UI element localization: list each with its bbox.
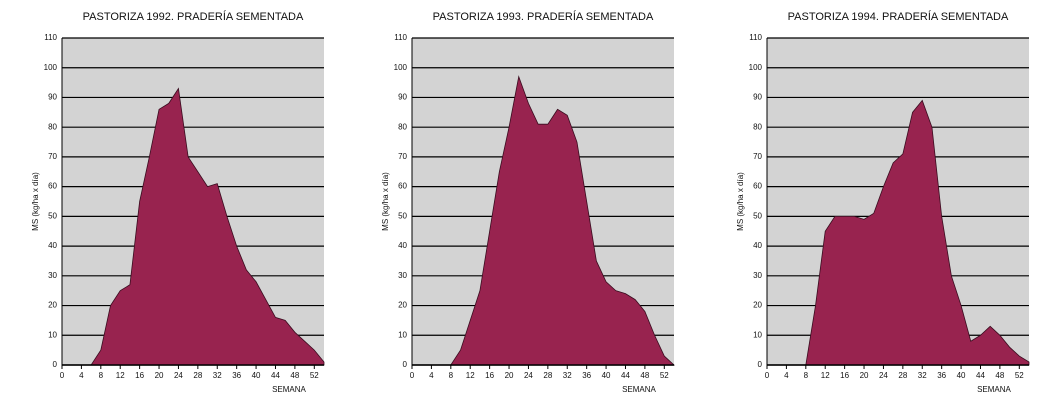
y-tick-label: 60	[753, 182, 762, 191]
y-tick-label: 30	[48, 271, 57, 280]
y-tick-label: 90	[398, 93, 407, 102]
x-tick-label: 44	[976, 371, 985, 380]
y-tick-label: 40	[398, 241, 407, 250]
x-tick-label: 20	[860, 371, 869, 380]
x-tick-label: 40	[252, 371, 261, 380]
x-axis-label: SEMANA	[622, 385, 656, 394]
x-tick-label: 12	[821, 371, 830, 380]
x-tick-label: 48	[290, 371, 299, 380]
x-tick-label: 16	[485, 371, 494, 380]
y-tick-label: 20	[398, 301, 407, 310]
x-tick-label: 32	[213, 371, 222, 380]
x-tick-label: 52	[1015, 371, 1024, 380]
chart-title: PASTORIZA 1992. PRADERÍA SEMENTADA	[83, 10, 304, 23]
y-tick-label: 20	[48, 301, 57, 310]
y-tick-label: 70	[48, 152, 57, 161]
x-tick-label: 24	[879, 371, 888, 380]
x-tick-label: 28	[193, 371, 202, 380]
y-tick-label: 20	[753, 301, 762, 310]
x-tick-label: 36	[232, 371, 241, 380]
y-axis-label: MS (kg/ha x día)	[736, 172, 745, 231]
area	[412, 75, 676, 366]
y-tick-label: 80	[48, 122, 57, 131]
x-tick-label: 44	[621, 371, 630, 380]
x-tick-label: 52	[310, 371, 319, 380]
x-tick-label: 8	[99, 371, 104, 380]
x-tick-label: 20	[155, 371, 164, 380]
x-tick-label: 0	[765, 371, 770, 380]
y-tick-label: 0	[53, 360, 58, 369]
y-tick-label: 110	[749, 33, 762, 42]
y-axis-label: MS (kg/ha x día)	[381, 172, 390, 231]
x-tick-label: 24	[174, 371, 183, 380]
x-tick-label: 48	[995, 371, 1004, 380]
x-tick-label: 16	[135, 371, 144, 380]
y-axis-label: MS (kg/ha x día)	[31, 172, 40, 231]
y-tick-label: 110	[394, 33, 407, 42]
x-tick-label: 44	[271, 371, 280, 380]
x-tick-label: 48	[640, 371, 649, 380]
y-tick-label: 0	[758, 360, 763, 369]
y-tick-label: 70	[753, 152, 762, 161]
x-tick-label: 36	[582, 371, 591, 380]
y-tick-label: 40	[48, 241, 57, 250]
x-tick-label: 40	[602, 371, 611, 380]
x-tick-label: 28	[543, 371, 552, 380]
y-tick-label: 100	[44, 63, 58, 72]
y-tick-label: 110	[44, 33, 57, 42]
x-tick-label: 4	[784, 371, 789, 380]
y-tick-label: 100	[749, 63, 763, 72]
x-tick-label: 40	[957, 371, 966, 380]
y-tick-label: 70	[398, 152, 407, 161]
x-tick-label: 8	[804, 371, 809, 380]
y-tick-label: 80	[753, 122, 762, 131]
y-tick-label: 10	[48, 330, 57, 339]
y-tick-label: 50	[48, 211, 57, 220]
y-tick-label: 30	[753, 271, 762, 280]
y-tick-label: 10	[398, 330, 407, 339]
chart-title: PASTORIZA 1993. PRADERÍA SEMENTADA	[433, 10, 654, 23]
y-tick-label: 90	[753, 93, 762, 102]
x-tick-label: 12	[116, 371, 125, 380]
x-tick-label: 36	[937, 371, 946, 380]
y-tick-label: 60	[398, 182, 407, 191]
x-tick-label: 8	[449, 371, 454, 380]
y-tick-label: 30	[398, 271, 407, 280]
y-tick-label: 40	[753, 241, 762, 250]
x-tick-label: 0	[60, 371, 65, 380]
x-tick-label: 20	[505, 371, 514, 380]
y-tick-label: 0	[403, 360, 408, 369]
x-tick-label: 24	[524, 371, 533, 380]
x-axis-label: SEMANA	[272, 385, 306, 394]
chart-title: PASTORIZA 1994. PRADERÍA SEMENTADA	[788, 10, 1009, 23]
area	[62, 87, 325, 366]
x-tick-label: 4	[79, 371, 84, 380]
y-tick-label: 10	[753, 330, 762, 339]
x-tick-label: 52	[660, 371, 669, 380]
x-tick-label: 16	[840, 371, 849, 380]
x-tick-label: 28	[898, 371, 907, 380]
y-tick-label: 100	[394, 63, 408, 72]
area	[767, 99, 1030, 366]
y-tick-label: 80	[398, 122, 407, 131]
y-tick-label: 50	[398, 211, 407, 220]
x-axis-label: SEMANA	[977, 385, 1011, 394]
y-tick-label: 50	[753, 211, 762, 220]
x-tick-label: 32	[918, 371, 927, 380]
x-tick-label: 12	[466, 371, 475, 380]
x-tick-label: 32	[563, 371, 572, 380]
y-tick-label: 90	[48, 93, 57, 102]
x-tick-label: 0	[410, 371, 415, 380]
y-tick-label: 60	[48, 182, 57, 191]
x-tick-label: 4	[429, 371, 434, 380]
